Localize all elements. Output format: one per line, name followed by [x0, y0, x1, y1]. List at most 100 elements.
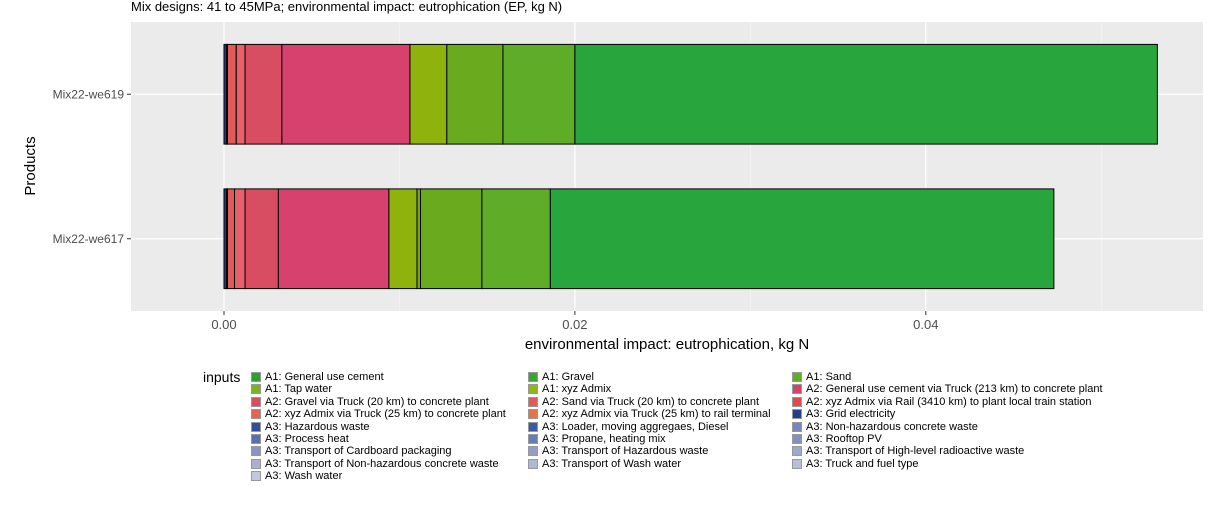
bars [223, 43, 1158, 290]
legend-label: A1: Sand [806, 371, 852, 383]
legend-item: A3: Transport of Non-hazardous concrete … [251, 458, 499, 470]
legend-key [251, 434, 261, 444]
legend-item: A3: Truck and fuel type [792, 458, 919, 470]
legend-item: A3: Rooftop PV [792, 433, 882, 445]
legend-label: A3: Rooftop PV [806, 433, 882, 445]
legend-label: A3: Wash water [265, 470, 343, 483]
legend-key [251, 446, 261, 457]
legend-label: A2: xyz Admix via Truck (25 km) to rail … [542, 408, 771, 421]
legend-key [251, 384, 261, 395]
legend-item: A2: xyz Admix via Rail (3410 km) to plan… [792, 396, 1092, 408]
bar-segment [446, 43, 504, 145]
bar-segment [502, 43, 576, 145]
legend-label: A3: Transport of Cardboard packaging [265, 445, 452, 458]
y-axis-label: Products [22, 136, 39, 195]
legend-key [251, 458, 261, 469]
legend-label: A3: Non-hazardous concrete waste [806, 420, 978, 433]
legend-key [528, 384, 538, 395]
legend-key [792, 384, 802, 395]
bar-segment [235, 43, 246, 145]
chart-svg: Mix22-we619 Mix22-we617 0.00 0.02 0.04 envi… [22, 22, 1203, 353]
legend-item: A2: Sand via Truck (20 km) to concrete p… [528, 396, 759, 408]
legend-key [792, 434, 802, 444]
legend-item: A1: Gravel [528, 371, 594, 383]
legend-label: A3: Transport of Wash water [542, 457, 681, 470]
legend-item: A2: General use cement via Truck (213 km… [792, 383, 1103, 395]
chart-title: Mix designs: 41 to 45MPa; environmental … [131, 0, 563, 14]
legend-title: inputs [203, 369, 241, 385]
legend-label: A2: xyz Admix via Rail (3410 km) to plan… [806, 395, 1092, 408]
legend-key [528, 372, 538, 382]
legend-key [792, 396, 802, 407]
legend-label: A2: Gravel via Truck (20 km) to concrete… [265, 395, 489, 408]
legend-label: A1: xyz Admix [542, 383, 612, 396]
legend-key [251, 396, 261, 407]
legend-label: A1: Gravel [542, 371, 594, 383]
legend-item: A2: xyz Admix via Truck (25 km) to concr… [251, 408, 506, 420]
legend: inputs A1: General use cement A1: Tap wat… [203, 369, 1213, 509]
bar-segment [244, 188, 279, 290]
legend-key [251, 409, 261, 420]
legend-item: A1: General use cement [251, 371, 384, 383]
bar-segment [419, 188, 483, 290]
legend-label: A1: General use cement [265, 371, 384, 383]
legend-item: A1: xyz Admix [528, 383, 611, 395]
legend-key [251, 471, 261, 482]
bar-segment [226, 188, 236, 290]
legend-label: A3: Loader, moving aggregaes, Diesel [542, 420, 729, 433]
bar-segment [409, 43, 448, 145]
legend-label: A3: Transport of High-level radioactive … [806, 445, 1025, 458]
legend-key [792, 372, 802, 382]
legend-label: A2: xyz Admix via Truck (25 km) to concr… [265, 408, 506, 421]
legend-item: A3: Loader, moving aggregaes, Diesel [528, 421, 729, 433]
bar-segment [388, 188, 418, 290]
legend-label: A2: General use cement via Truck (213 km… [806, 383, 1103, 396]
bar-segment [549, 188, 1055, 290]
legend-key [792, 409, 802, 420]
legend-label: A3: Hazardous waste [265, 420, 370, 433]
bar-segment [244, 43, 283, 145]
legend-key [251, 372, 261, 382]
y-tick-label: Mix22-we617 [53, 232, 125, 246]
legend-key [528, 421, 538, 432]
legend-item: A3: Propane, heating mix [528, 433, 666, 445]
bar-segment [481, 188, 551, 290]
legend-item: A1: Sand [792, 371, 851, 383]
bar-segment [277, 188, 390, 290]
x-tick-label: 0.04 [913, 317, 938, 332]
legend-key [251, 421, 261, 432]
legend-label: A2: Sand via Truck (20 km) to concrete p… [542, 395, 760, 408]
x-axis: 0.00 0.02 0.04 [211, 311, 938, 332]
y-axis: Mix22-we619 Mix22-we617 [53, 87, 131, 246]
legend-label: A3: Truck and fuel type [806, 457, 919, 470]
legend-item: A3: Transport of Cardboard packaging [251, 445, 452, 457]
legend-label: A3: Propane, heating mix [542, 433, 666, 445]
bar-segment [234, 188, 246, 290]
legend-item: A1: Tap water [251, 383, 332, 395]
legend-key [792, 421, 802, 432]
x-tick-label: 0.02 [562, 317, 587, 332]
bar-segment [574, 43, 1158, 145]
bar-segment [226, 43, 237, 145]
legend-label: A3: Process heat [265, 433, 349, 445]
legend-item: A3: Transport of Wash water [528, 458, 681, 470]
legend-item: A2: Gravel via Truck (20 km) to concrete… [251, 396, 489, 408]
legend-key [528, 446, 538, 457]
legend-item: A3: Grid electricity [792, 408, 895, 420]
legend-label: A3: Grid electricity [806, 408, 896, 421]
legend-item: A3: Process heat [251, 433, 349, 445]
legend-key [528, 396, 538, 407]
bar-segment [281, 43, 411, 145]
legend-item: A3: Hazardous waste [251, 421, 370, 433]
legend-key [528, 458, 538, 469]
legend-key [792, 446, 802, 457]
legend-item: A3: Wash water [251, 470, 342, 482]
legend-item: A3: Transport of High-level radioactive … [792, 445, 1024, 457]
legend-key [792, 458, 802, 469]
x-tick-label: 0.00 [211, 317, 236, 332]
legend-key [528, 434, 538, 444]
legend-item: A3: Non-hazardous concrete waste [792, 421, 978, 433]
bar-segment [416, 188, 421, 290]
legend-label: A1: Tap water [265, 383, 333, 396]
legend-label: A3: Transport of Non-hazardous concrete … [265, 457, 499, 470]
